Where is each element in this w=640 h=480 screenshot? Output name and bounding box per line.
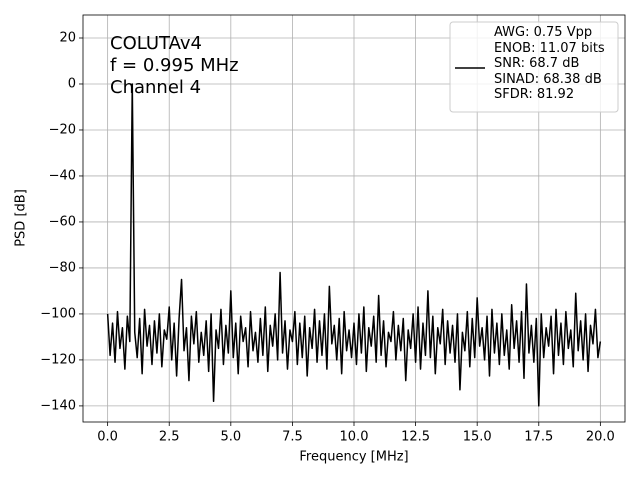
y-tick-label: −20 xyxy=(49,122,76,137)
annotation: Channel 4 xyxy=(110,77,201,98)
legend-frame xyxy=(449,21,619,113)
psd-line xyxy=(106,83,602,407)
x-tick-label: 2.5 xyxy=(159,430,180,445)
y-tick-label: −140 xyxy=(40,398,76,413)
annotation: COLUTAv4 xyxy=(110,33,202,54)
y-tick-label: −120 xyxy=(40,352,76,367)
y-tick-label: −40 xyxy=(49,168,76,183)
x-axis-label: Frequency [MHz] xyxy=(299,450,408,465)
y-tick-label: −80 xyxy=(49,260,76,275)
x-tick-label: 10.0 xyxy=(340,430,369,445)
legend-box: AWG: 0.75 Vpp ENOB: 11.07 bits SNR: 68.7… xyxy=(494,25,605,103)
x-tick-label: 15.0 xyxy=(463,430,492,445)
y-tick-label: −60 xyxy=(49,214,76,229)
x-tick-label: 17.5 xyxy=(524,430,553,445)
x-tick-label: 0.0 xyxy=(97,430,118,445)
legend-label: AWG: 0.75 Vpp ENOB: 11.07 bits SNR: 68.7… xyxy=(494,25,605,103)
x-tick-label: 5.0 xyxy=(220,430,241,445)
y-tick-label: 20 xyxy=(59,30,76,45)
annotation: f = 0.995 MHz xyxy=(110,55,239,76)
x-tick-label: 7.5 xyxy=(282,430,303,445)
x-tick-label: 20.0 xyxy=(586,430,615,445)
y-tick-label: −100 xyxy=(40,306,76,321)
tick-layer: 0.0 2.5 5.0 7.5 10.0 12.5 15.0 17.5 20.0 20 0 −20 −4… xyxy=(40,30,615,444)
legend: AWG: 0.75 Vpp ENOB: 11.07 bits SNR: 68.7… xyxy=(449,21,619,113)
plot-layer xyxy=(106,83,602,407)
x-tick-label: 12.5 xyxy=(401,430,430,445)
y-tick-label: 0 xyxy=(68,76,76,91)
y-axis-label: PSD [dB] xyxy=(14,189,29,247)
